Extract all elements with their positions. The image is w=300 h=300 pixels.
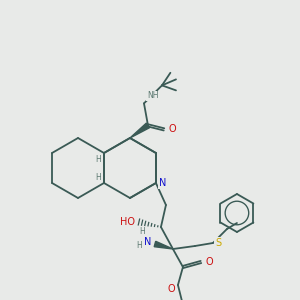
Polygon shape bbox=[154, 241, 173, 249]
Text: H: H bbox=[95, 172, 101, 182]
Text: O: O bbox=[168, 124, 176, 134]
Polygon shape bbox=[130, 123, 150, 138]
Text: O: O bbox=[205, 257, 213, 267]
Text: H: H bbox=[139, 227, 145, 236]
Text: N: N bbox=[144, 237, 152, 247]
Text: O: O bbox=[167, 284, 175, 294]
Text: HO: HO bbox=[120, 217, 135, 227]
Text: NH: NH bbox=[147, 92, 158, 100]
Text: H: H bbox=[95, 154, 101, 164]
Text: N: N bbox=[159, 178, 167, 188]
Text: S: S bbox=[215, 238, 221, 248]
Text: H: H bbox=[136, 241, 142, 250]
